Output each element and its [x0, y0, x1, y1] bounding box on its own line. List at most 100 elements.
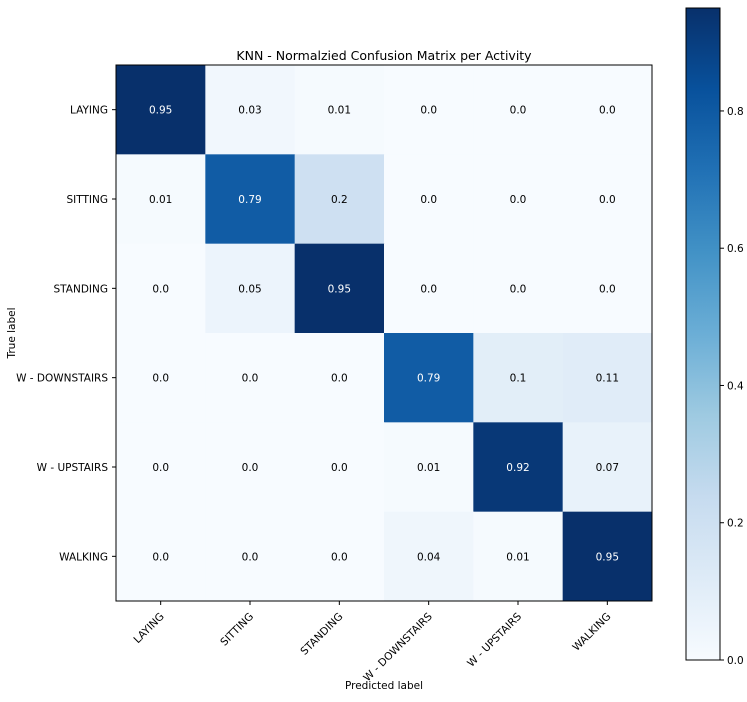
cell-value-label: 0.0: [152, 373, 169, 385]
y-tick-label: W - DOWNSTAIRS: [16, 373, 108, 385]
cell-value-label: 0.0: [599, 105, 616, 117]
cell-value-label: 0.0: [420, 283, 437, 295]
x-tick-label: LAYING: [131, 611, 166, 646]
heatmap-cell: [562, 65, 653, 155]
heatmap-cell: [473, 422, 564, 513]
cell-value-label: 0.1: [510, 373, 527, 385]
cell-value-label: 0.01: [506, 551, 529, 563]
y-axis-label: True label: [6, 307, 18, 359]
heatmap-cell: [205, 65, 296, 155]
heatmap-cell: [384, 333, 474, 423]
cell-value-label: 0.0: [242, 462, 259, 474]
heatmap-cell: [473, 333, 564, 423]
y-tick-label: W - UPSTAIRS: [37, 462, 109, 474]
cell-value-label: 0.01: [149, 194, 172, 206]
cell-value-label: 0.95: [596, 551, 619, 563]
heatmap-cell: [294, 243, 385, 334]
heatmap-cell: [294, 65, 385, 155]
cell-value-label: 0.0: [599, 283, 616, 295]
y-tick-label: STANDING: [54, 283, 108, 295]
heatmap-cell: [116, 333, 206, 423]
cell-value-label: 0.92: [506, 462, 529, 474]
y-tick-label: SITTING: [67, 194, 109, 206]
cell-value-label: 0.0: [420, 105, 437, 117]
cell-value-label: 0.0: [331, 462, 348, 474]
y-tick-label: LAYING: [70, 105, 108, 117]
cell-value-label: 0.95: [328, 283, 351, 295]
heatmap-cell: [384, 65, 474, 155]
plot-frame: [115, 64, 653, 602]
cell-value-label: 0.2: [331, 194, 348, 206]
colorbar: [685, 7, 721, 661]
x-axis-ticks: LAYING SITTING STANDING W - DOWNSTAIRS W - U…: [131, 601, 613, 684]
cell-value-label: 0.01: [328, 105, 351, 117]
cell-value-label: 0.07: [596, 462, 619, 474]
heatmap-cell: [116, 243, 206, 334]
heatmap-cell: [116, 511, 206, 602]
heatmap-cell: [205, 154, 296, 245]
heatmap-cell: [294, 333, 385, 423]
cell-value-label: 0.79: [417, 373, 440, 385]
x-tick-label: SITTING: [218, 611, 256, 649]
y-axis-ticks: LAYING SITTING STANDING W - DOWNSTAIRS W - U…: [16, 105, 116, 563]
heatmap-cell: [473, 243, 564, 334]
heatmap-cell: [473, 65, 564, 155]
heatmap-cell: [384, 511, 474, 602]
colorbar-tick-label: 0.4: [727, 380, 744, 392]
cell-value-labels: 0.95 0.03 0.01 0.0 0.0 0.0 0.01 0.79 0.2 0.0 0.0 0.…: [149, 105, 619, 564]
heatmap-cell: [562, 511, 653, 602]
heatmap-cell: [116, 154, 206, 245]
heatmap-cell: [294, 422, 385, 513]
heatmap-cell: [562, 333, 653, 423]
cell-value-label: 0.0: [510, 283, 527, 295]
cell-value-label: 0.0: [510, 194, 527, 206]
cell-value-label: 0.0: [152, 283, 169, 295]
heatmap-cell: [473, 511, 564, 602]
cell-value-label: 0.0: [331, 551, 348, 563]
cell-value-label: 0.0: [152, 462, 169, 474]
cell-value-label: 0.95: [149, 105, 172, 117]
cell-value-label: 0.11: [596, 373, 619, 385]
cell-value-label: 0.0: [242, 551, 259, 563]
x-tick-label: WALKING: [570, 611, 613, 654]
heatmap-cell: [294, 154, 385, 245]
cell-value-label: 0.0: [510, 105, 527, 117]
cell-value-label: 0.01: [417, 462, 440, 474]
heatmap-cell: [294, 511, 385, 602]
colorbar-ticks: 0.0 0.2 0.4 0.6 0.8: [720, 106, 744, 667]
heatmap-cell: [562, 422, 653, 513]
cell-value-label: 0.0: [599, 194, 616, 206]
x-axis-label: Predicted label: [345, 680, 423, 692]
heatmap-cell: [562, 154, 653, 245]
colorbar-tick-label: 0.6: [727, 243, 744, 255]
cell-value-label: 0.0: [331, 373, 348, 385]
cell-value-label: 0.0: [242, 373, 259, 385]
heatmap-cell: [384, 243, 474, 334]
colorbar-tick-label: 0.2: [727, 518, 744, 530]
heatmap-cells: [116, 65, 653, 602]
x-tick-label: STANDING: [298, 611, 345, 658]
cell-value-label: 0.0: [420, 194, 437, 206]
cell-value-label: 0.03: [238, 105, 261, 117]
cell-value-label: 0.0: [152, 551, 169, 563]
colorbar-tick-label: 0.8: [727, 106, 744, 118]
heatmap-cell: [116, 65, 206, 155]
colorbar-tick-label: 0.0: [727, 655, 744, 667]
heatmap-cell: [205, 511, 296, 602]
cell-value-label: 0.04: [417, 551, 441, 563]
x-tick-label: W - UPSTAIRS: [465, 610, 524, 669]
x-tick-label: W - DOWNSTAIRS: [361, 610, 435, 684]
chart-title: KNN - Normalzied Confusion Matrix per Ac…: [236, 48, 532, 63]
heatmap-cell: [205, 243, 296, 334]
y-tick-label: WALKING: [59, 551, 108, 563]
heatmap-cell: [562, 243, 653, 334]
heatmap-cell: [473, 154, 564, 245]
heatmap-cell: [384, 422, 474, 513]
cell-value-label: 0.05: [238, 283, 261, 295]
heatmap-cell: [116, 422, 206, 513]
heatmap-cell: [205, 422, 296, 513]
heatmap-cell: [205, 333, 296, 423]
heatmap-cell: [384, 154, 474, 245]
